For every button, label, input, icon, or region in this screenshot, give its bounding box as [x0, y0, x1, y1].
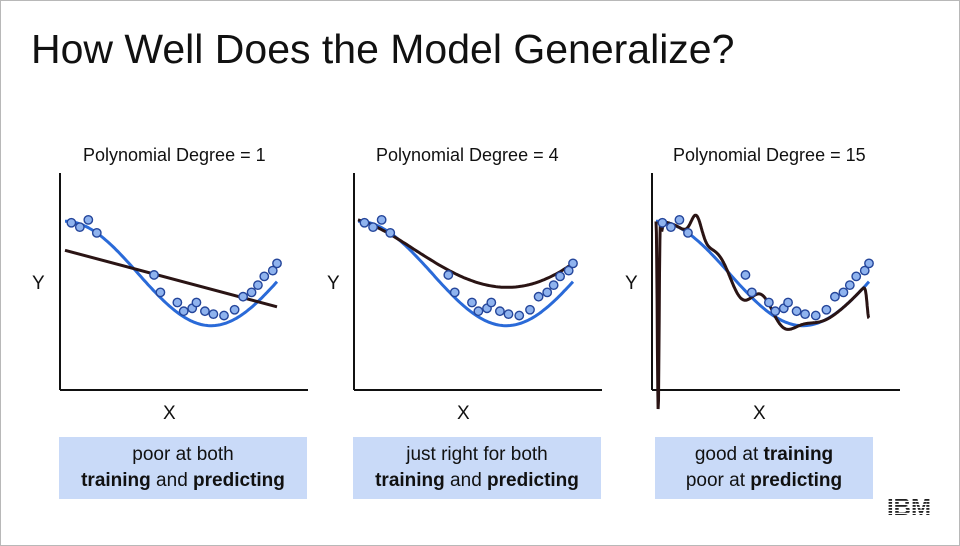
data-point [555, 271, 565, 282]
chart-title-degree-15: Polynomial Degree = 15 [673, 145, 866, 165]
data-point [864, 258, 874, 269]
x-axis-label-1: X [163, 403, 176, 424]
data-point [763, 297, 774, 308]
data-point [800, 309, 810, 319]
data-point [746, 287, 757, 298]
data-point [272, 258, 282, 269]
data-point [155, 287, 166, 298]
data-point [533, 291, 544, 302]
data-point [238, 291, 248, 302]
data-point [666, 222, 676, 233]
data-point [74, 222, 85, 233]
y-axis-label-2: Y [327, 273, 340, 294]
data-point [208, 309, 219, 319]
model-fit-curve-2 [357, 218, 574, 289]
data-point [851, 271, 862, 282]
data-point [568, 258, 578, 269]
caption-line-2: training and predicting [81, 470, 285, 491]
data-point [514, 310, 525, 321]
data-point [219, 310, 229, 321]
caption-line-2: training and predicting [375, 470, 579, 491]
data-point [503, 309, 514, 319]
data-point [246, 287, 257, 298]
data-point [859, 265, 870, 276]
data-point [368, 222, 378, 233]
model-fit-curve-3 [654, 213, 871, 410]
data-point [253, 280, 263, 290]
chart-title-degree-4: Polynomial Degree = 4 [376, 145, 559, 165]
caption-line-1: poor at both [132, 444, 234, 465]
data-point [486, 297, 497, 308]
data-point [83, 214, 94, 225]
data-point [525, 304, 535, 315]
data-point [844, 280, 855, 290]
data-point [385, 227, 396, 238]
data-point [259, 271, 270, 282]
data-point [542, 287, 553, 298]
data-point [740, 270, 751, 280]
caption-degree-15: good at training poor at predicting [655, 437, 873, 499]
x-axis-label-3: X [753, 403, 766, 424]
data-point [494, 306, 505, 317]
data-point [172, 297, 183, 308]
data-point [473, 306, 484, 317]
caption-line-2: poor at predicting [685, 470, 843, 491]
chart-title-degree-1: Polynomial Degree = 1 [83, 145, 266, 165]
data-point [810, 310, 821, 321]
data-point [830, 291, 840, 302]
data-point [91, 227, 102, 238]
data-point [563, 265, 574, 276]
data-point [149, 270, 159, 280]
data-point [200, 306, 210, 317]
data-point [229, 304, 240, 315]
caption-degree-4: just right for both training and predict… [353, 437, 601, 499]
y-axis-label-3: Y [625, 273, 638, 294]
data-point [674, 214, 685, 225]
data-point [191, 297, 202, 308]
data-point [449, 287, 460, 298]
page-title: How Well Does the Model Generalize? [31, 26, 735, 72]
data-point [791, 306, 802, 317]
data-point [267, 265, 278, 276]
data-point [821, 304, 832, 315]
caption-line-1: just right for both [406, 444, 548, 465]
data-point [66, 217, 77, 228]
data-point [178, 306, 189, 317]
data-point [838, 287, 849, 298]
data-point [359, 217, 370, 228]
data-point [376, 214, 387, 225]
caption-degree-1: poor at both training and predicting [59, 437, 307, 499]
data-point [657, 217, 668, 228]
y-axis-label-1: Y [32, 273, 45, 294]
data-point [443, 270, 454, 280]
data-point [467, 297, 477, 308]
caption-line-1: good at training [694, 444, 834, 465]
ibm-logo: IBM [887, 494, 931, 519]
data-point [683, 227, 693, 238]
logo-text: IBM [887, 494, 931, 519]
data-point [770, 306, 781, 317]
data-point [548, 280, 559, 290]
x-axis-label-2: X [457, 403, 470, 424]
data-point [783, 297, 793, 308]
